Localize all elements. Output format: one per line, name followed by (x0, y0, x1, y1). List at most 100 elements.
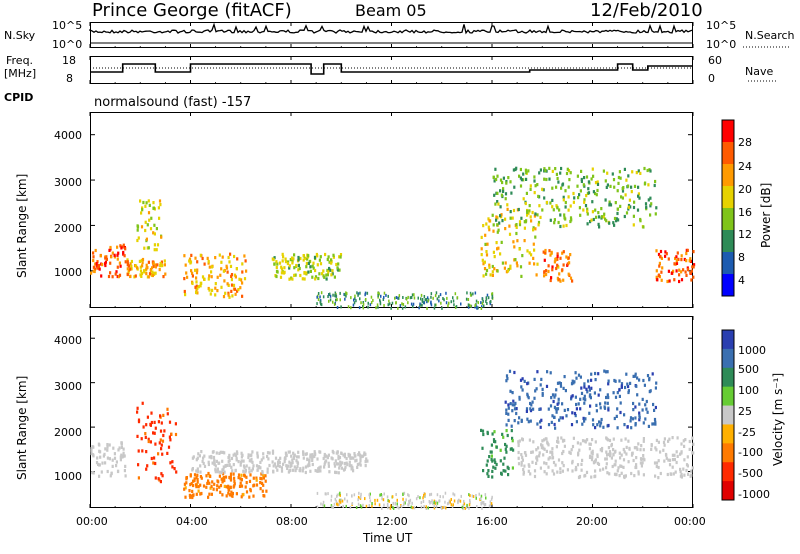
data-cell (613, 223, 616, 227)
data-cell (616, 407, 619, 411)
data-cell (519, 184, 523, 188)
data-cell (171, 465, 174, 469)
data-cell (556, 407, 560, 411)
data-cell (559, 224, 562, 229)
data-cell (536, 370, 539, 374)
data-cell (485, 463, 488, 467)
data-cell (243, 254, 246, 258)
data-cell (684, 438, 687, 442)
data-cell (556, 470, 559, 474)
noise-right-tick-bottom: 10^0 (706, 38, 737, 51)
data-cell (120, 246, 123, 250)
vel-cbar-tick-5: -100 (738, 446, 763, 459)
data-cell (260, 458, 263, 462)
data-cell (216, 470, 219, 474)
data-cell (574, 414, 577, 418)
data-cell (337, 503, 339, 507)
data-cell (328, 260, 331, 264)
data-cell (447, 304, 449, 308)
data-cell (685, 273, 688, 277)
data-cell (578, 193, 581, 197)
data-cell (141, 206, 144, 210)
data-cell (652, 402, 655, 407)
data-cell (313, 451, 317, 455)
data-cell (369, 492, 371, 496)
data-cell (442, 506, 444, 509)
data-cell (225, 494, 228, 498)
data-cell (655, 275, 658, 279)
data-cell (509, 402, 512, 406)
data-cell (563, 408, 566, 412)
data-cell (529, 419, 532, 423)
data-cell (189, 483, 192, 487)
data-cell (515, 261, 518, 265)
data-cell (191, 281, 194, 285)
data-cell (152, 231, 155, 235)
data-cell (540, 418, 543, 422)
data-cell (136, 266, 139, 270)
data-cell (119, 455, 122, 459)
data-cell (304, 452, 307, 456)
data-cell (561, 451, 564, 456)
data-cell (624, 474, 627, 478)
data-cell (313, 255, 317, 259)
data-cell (387, 506, 389, 510)
data-cell (225, 264, 228, 268)
data-cell (316, 505, 319, 509)
data-cell (468, 506, 470, 510)
data-cell (505, 429, 508, 433)
data-cell (351, 494, 353, 498)
power-colorbar-swatch (722, 208, 734, 231)
data-cell (196, 260, 199, 264)
data-cell (348, 460, 351, 464)
data-cell (594, 208, 597, 212)
data-cell (332, 293, 334, 297)
xtick-6: 00:00 (674, 515, 706, 528)
data-cell (645, 407, 648, 411)
data-cell (195, 271, 199, 275)
data-cell (203, 464, 207, 468)
data-cell (105, 257, 108, 261)
data-cell (604, 198, 607, 202)
data-cell (509, 447, 512, 451)
data-cell (511, 439, 514, 443)
data-cell (468, 503, 471, 507)
data-cell (542, 250, 545, 254)
data-cell (242, 459, 245, 463)
data-cell (547, 407, 550, 411)
data-cell (489, 273, 492, 277)
data-cell (289, 258, 292, 262)
data-cell (430, 295, 432, 299)
data-cell (490, 443, 493, 447)
data-cell (583, 382, 586, 386)
data-cell (245, 490, 249, 494)
data-cell (435, 504, 438, 508)
data-cell (334, 459, 337, 463)
data-cell (307, 254, 310, 258)
data-cell (185, 271, 188, 275)
data-cell (420, 303, 422, 307)
data-cell (322, 269, 325, 273)
data-cell (573, 196, 576, 200)
data-cell (590, 451, 593, 455)
data-cell (668, 437, 671, 441)
data-cell (482, 262, 485, 266)
data-cell (363, 451, 366, 455)
data-cell (493, 458, 496, 462)
data-cell (466, 503, 468, 507)
data-cell (424, 492, 426, 496)
data-cell (521, 388, 524, 392)
data-cell (689, 257, 692, 261)
data-cell (509, 210, 512, 214)
data-cell (627, 390, 630, 395)
data-cell (568, 261, 571, 265)
data-cell (273, 462, 277, 466)
data-cell (208, 274, 211, 278)
data-cell (199, 253, 202, 257)
data-cell (251, 467, 254, 471)
data-cell (295, 459, 298, 463)
data-cell (632, 214, 635, 218)
data-cell (540, 443, 543, 447)
data-cell (657, 274, 660, 278)
data-cell (447, 501, 450, 505)
